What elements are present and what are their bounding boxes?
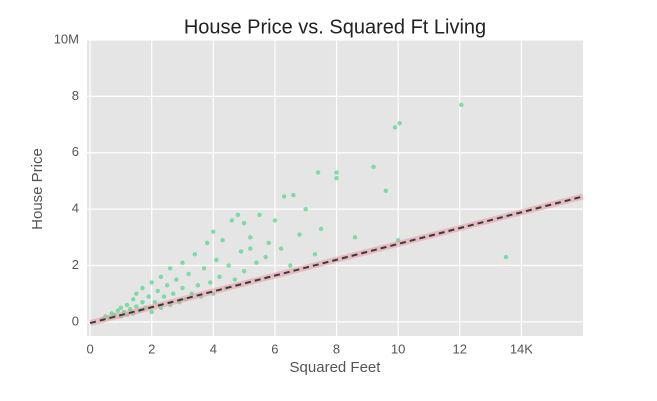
x-axis-label: Squared Feet [290, 359, 382, 376]
point [503, 254, 509, 260]
point [140, 285, 145, 291]
point [229, 218, 234, 223]
y-axis-label: House Price [29, 148, 46, 230]
point [334, 175, 339, 181]
point [232, 277, 238, 282]
point [235, 212, 241, 217]
point [186, 271, 191, 277]
point [312, 252, 318, 257]
x-tick-label: 4 [210, 341, 217, 356]
point [281, 194, 287, 199]
point [254, 260, 259, 265]
point [248, 235, 253, 240]
x-tick-label: 6 [271, 341, 278, 356]
point [158, 274, 164, 279]
point [318, 226, 324, 232]
point [266, 240, 271, 246]
point [115, 308, 121, 313]
y-tick-label: 8 [72, 88, 79, 103]
point [226, 263, 231, 268]
point [204, 240, 210, 246]
point [155, 288, 161, 294]
x-tick-label: 0 [86, 341, 93, 356]
point [272, 218, 278, 223]
point [118, 305, 124, 311]
point [291, 192, 296, 198]
point [180, 260, 185, 265]
point [211, 229, 216, 234]
point [248, 246, 253, 251]
point [334, 170, 339, 175]
y-tick-label: 4 [72, 201, 79, 216]
point [263, 254, 268, 260]
point [208, 280, 213, 285]
point [180, 285, 185, 291]
point [174, 277, 179, 282]
point [167, 266, 173, 271]
y-tick-label: 0 [72, 313, 79, 328]
point [192, 252, 198, 257]
point [288, 263, 293, 268]
y-tick-label: 6 [72, 144, 79, 159]
point [217, 274, 222, 279]
chart-title: House Price vs. Squared Ft Living [184, 16, 486, 38]
point [134, 291, 139, 296]
point [352, 235, 358, 240]
point [220, 237, 225, 243]
point [241, 268, 247, 274]
point [371, 164, 376, 170]
point [297, 232, 302, 237]
point [241, 221, 247, 226]
plot-background [87, 40, 583, 336]
x-tick-label: 14K [510, 341, 533, 356]
point [383, 188, 389, 194]
point [303, 206, 308, 212]
point [140, 299, 145, 305]
point [392, 125, 398, 130]
regression-line [89, 195, 584, 325]
point [161, 294, 167, 299]
point [149, 280, 154, 285]
x-tick-label: 12 [453, 341, 467, 356]
point [459, 102, 464, 108]
point [315, 170, 321, 175]
point [214, 257, 219, 263]
point [195, 283, 201, 288]
point [134, 304, 139, 309]
point [149, 309, 154, 315]
point [397, 120, 402, 126]
point [131, 297, 136, 302]
point [146, 294, 151, 299]
point [278, 246, 284, 251]
point [171, 291, 176, 296]
x-tick-label: 10 [391, 341, 405, 356]
point [201, 266, 207, 271]
y-tick-label: 10M [54, 31, 79, 46]
y-tick-label: 2 [72, 257, 79, 272]
point [257, 212, 262, 217]
point [164, 283, 170, 288]
x-tick-label: 8 [333, 341, 340, 356]
x-tick-label: 2 [148, 341, 155, 356]
point [124, 302, 130, 308]
point [238, 249, 244, 254]
